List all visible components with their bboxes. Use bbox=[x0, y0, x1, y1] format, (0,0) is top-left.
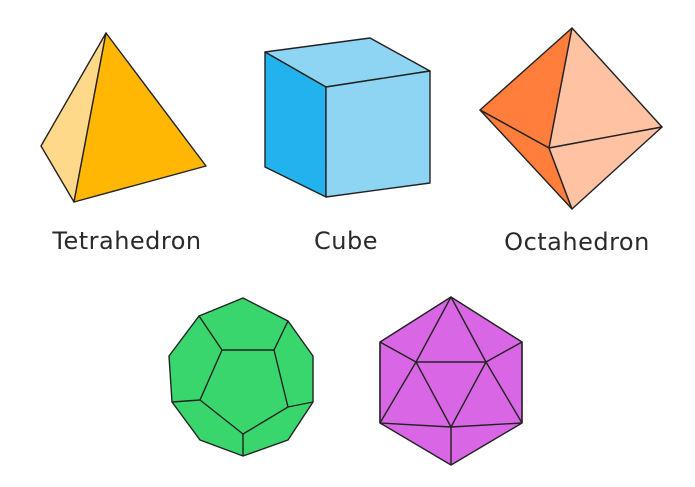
tetrahedron-label: Tetrahedron bbox=[51, 227, 201, 255]
icosahedron-edge bbox=[379, 422, 452, 428]
octahedron-right-lower-face bbox=[548, 126, 663, 210]
octahedron-label: Octahedron bbox=[504, 228, 650, 256]
dodecahedron-edge bbox=[198, 315, 223, 351]
octahedron-icon bbox=[479, 27, 663, 210]
cube-icon bbox=[264, 37, 431, 198]
dodecahedron-edge bbox=[273, 320, 289, 351]
icosahedron-edge bbox=[450, 422, 523, 428]
icosahedron-center-triangle bbox=[415, 361, 487, 428]
tetrahedron-icon bbox=[40, 32, 207, 203]
icosahedron-edge bbox=[485, 361, 523, 424]
dodecahedron-edge bbox=[171, 399, 201, 403]
icosahedron-edge bbox=[450, 296, 487, 363]
dodecahedron-edge bbox=[287, 401, 314, 408]
icosahedron-icon bbox=[379, 296, 523, 466]
cube-side-face bbox=[325, 70, 431, 198]
icosahedron-edge bbox=[379, 361, 417, 424]
icosahedron-edge bbox=[379, 341, 417, 363]
tetrahedron-main-face bbox=[73, 32, 207, 203]
dodecahedron-center-face bbox=[199, 349, 289, 435]
cube-label: Cube bbox=[314, 227, 378, 255]
icosahedron-edge bbox=[415, 296, 452, 363]
dodecahedron-icon bbox=[168, 297, 314, 457]
icosahedron-edge bbox=[485, 341, 523, 363]
